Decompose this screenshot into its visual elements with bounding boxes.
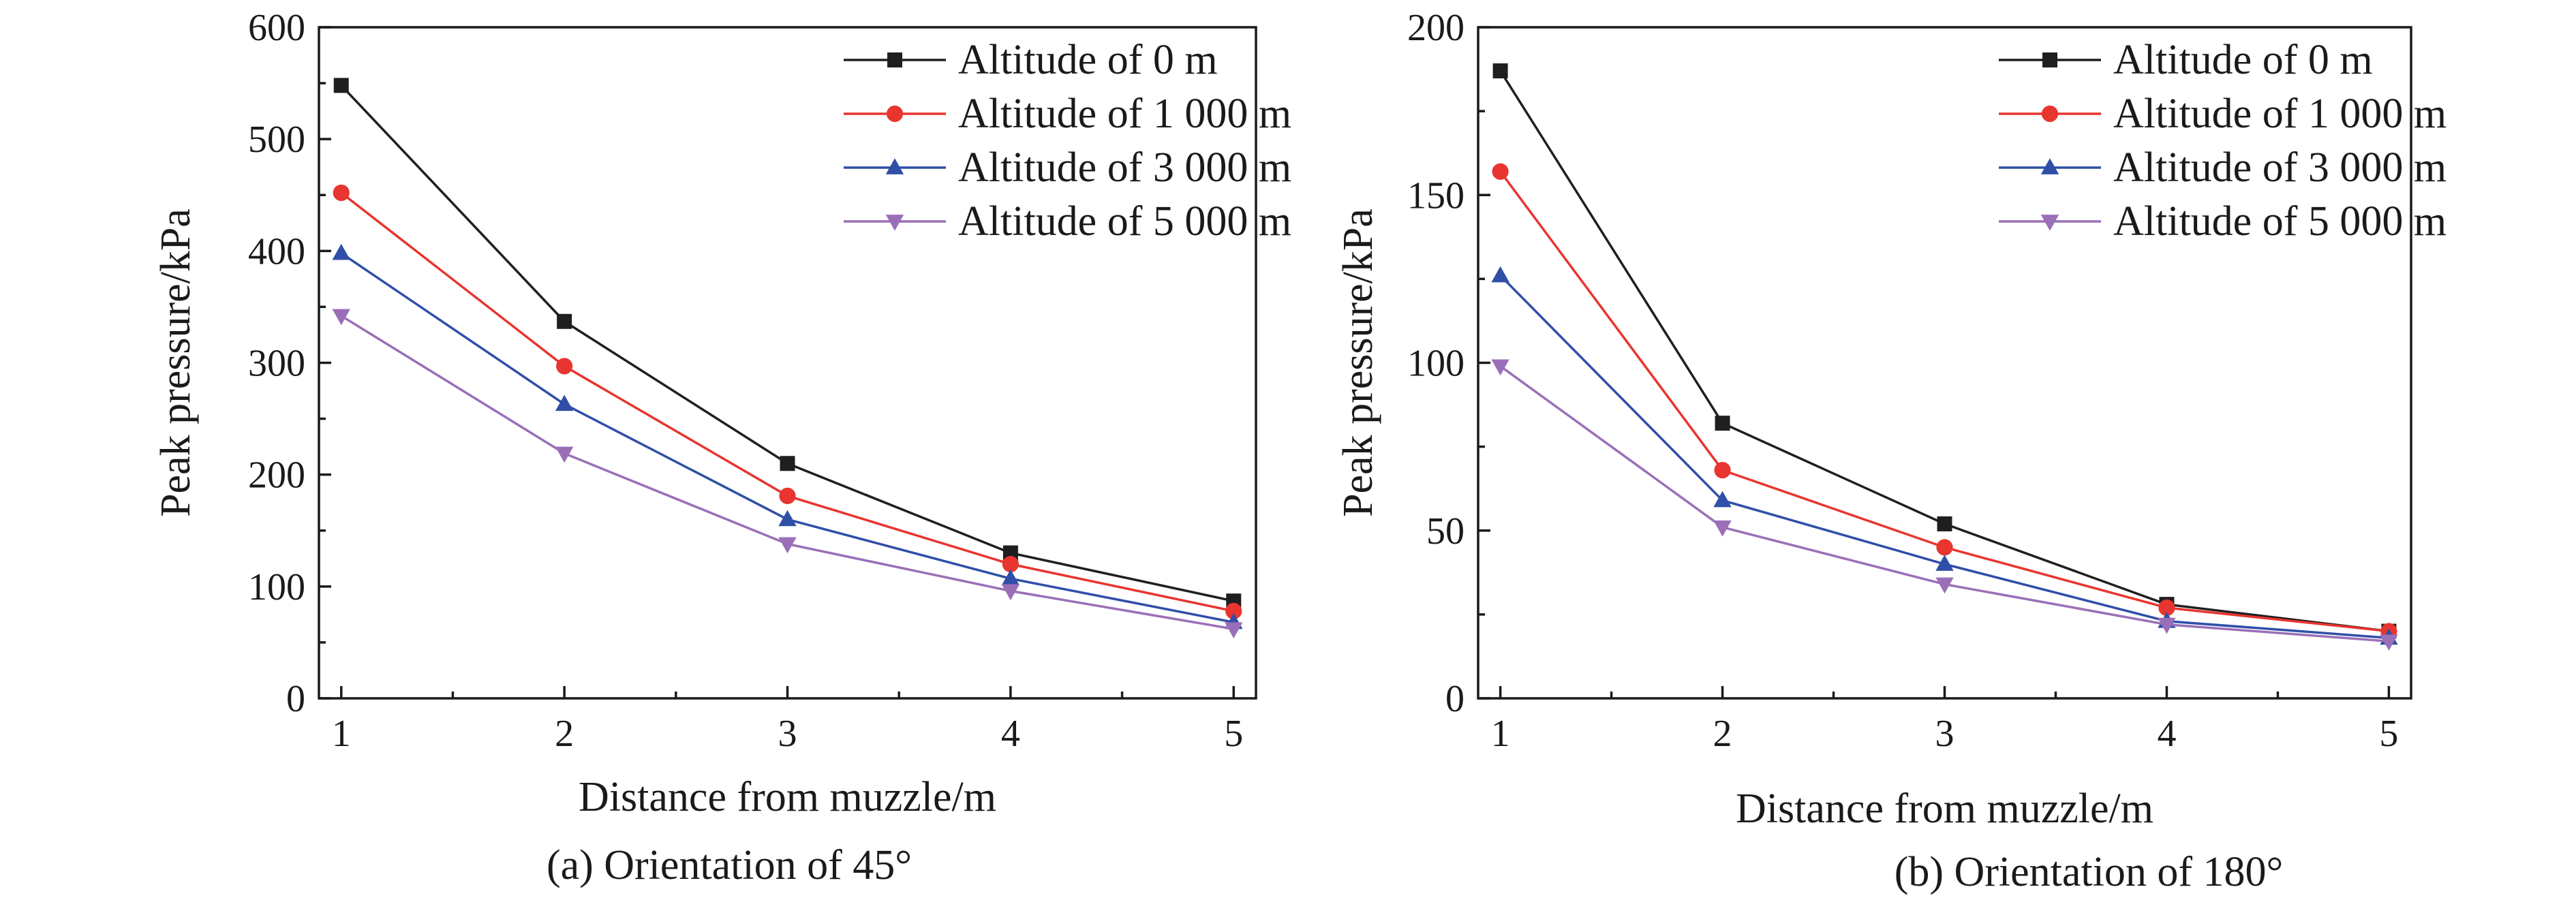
data-point-series-1: [1492, 63, 1508, 79]
y-tick-label: 150: [1407, 174, 1465, 217]
x-tick-label: 2: [1713, 713, 1732, 755]
legend-marker-2: [2041, 105, 2059, 123]
chart-caption: (a) Orientation of 45°: [547, 842, 912, 888]
data-point-series-4: [1001, 584, 1020, 601]
data-point-series-3: [555, 394, 574, 412]
x-tick-label: 3: [778, 713, 797, 755]
y-tick-label: 200: [1407, 7, 1465, 49]
data-point-series-2: [1492, 163, 1509, 180]
legend-marker-3: [2040, 158, 2059, 174]
legend-label-2: Altitude of 1 000 m: [958, 91, 1291, 137]
legend-marker-1: [887, 52, 902, 67]
data-point-series-4: [2158, 617, 2176, 634]
x-tick-label: 1: [332, 713, 351, 755]
legend-marker-4: [2040, 215, 2059, 231]
x-tick-label: 3: [1935, 713, 1954, 755]
legend-marker-4: [885, 215, 904, 231]
x-tick-label: 5: [2379, 713, 2398, 755]
legend-label-4: Altitude of 5 000 m: [958, 198, 1291, 245]
y-axis-label: Peak pressure/kPa: [1335, 208, 1381, 517]
data-point-series-3: [778, 510, 797, 527]
data-point-series-2: [2158, 599, 2175, 617]
chart-1: 0 100 200 300 400 500 600 1 2 3 4 5 Distance from mu…: [153, 7, 1291, 888]
legend-label-4: Altitude of 5 000 m: [2113, 198, 2447, 245]
data-point-series-2: [1714, 462, 1731, 479]
data-point-series-3: [1491, 266, 1509, 283]
x-tick-label: 1: [1491, 713, 1510, 755]
data-point-series-1: [333, 78, 349, 93]
chart-2: 0 50 100 150 200 1 2 3 4 5 Distance from muzzle/m P…: [1335, 7, 2447, 895]
data-point-series-3: [1713, 491, 1732, 508]
y-tick-label: 200: [248, 454, 305, 497]
data-point-series-4: [2380, 634, 2398, 651]
data-point-series-4: [1225, 622, 1243, 638]
data-point-series-4: [778, 537, 797, 554]
y-axis-label: Peak pressure/kPa: [153, 208, 199, 517]
y-tick-label: 400: [248, 230, 305, 273]
x-tick-label: 4: [2157, 713, 2176, 755]
y-tick-label: 50: [1426, 510, 1465, 553]
y-tick-label: 0: [286, 678, 305, 720]
legend-label-3: Altitude of 3 000 m: [2113, 144, 2447, 191]
x-tick-label: 5: [1224, 713, 1243, 755]
data-point-series-4: [555, 446, 574, 463]
y-tick-label: 0: [1445, 678, 1465, 720]
data-point-series-1: [557, 313, 572, 329]
data-point-series-1: [1937, 516, 1952, 531]
data-point-series-4: [332, 309, 350, 326]
legend-marker-2: [886, 105, 904, 123]
legend-label-1: Altitude of 0 m: [2113, 37, 2373, 83]
data-point-series-2: [333, 184, 350, 202]
x-tick-label: 4: [1001, 713, 1020, 755]
chart-caption: (b) Orientation of 180°: [1895, 849, 2284, 895]
y-tick-label: 600: [248, 7, 305, 49]
legend-marker-1: [2042, 52, 2057, 67]
data-point-series-1: [1715, 416, 1730, 431]
data-point-series-4: [1935, 577, 1954, 594]
series-line-3: [340, 252, 1234, 624]
x-tick-label: 2: [555, 713, 574, 755]
data-point-series-3: [332, 243, 350, 260]
y-tick-label: 100: [248, 566, 305, 608]
x-axis-label: Distance from muzzle/m: [579, 774, 996, 820]
data-point-series-3: [1001, 569, 1020, 586]
legend-marker-3: [885, 158, 904, 174]
data-point-series-4: [1713, 520, 1732, 537]
legend-label-1: Altitude of 0 m: [958, 37, 1218, 83]
series-line-4: [1499, 365, 2389, 643]
data-point-series-4: [1491, 359, 1509, 376]
y-tick-label: 100: [1407, 343, 1465, 385]
x-axis-label: Distance from muzzle/m: [1736, 786, 2153, 832]
data-point-series-2: [556, 358, 573, 375]
data-point-series-1: [1002, 545, 1018, 561]
data-point-series-1: [780, 456, 795, 471]
y-tick-label: 300: [248, 343, 305, 385]
data-point-series-3: [1935, 555, 1954, 571]
data-point-series-2: [1002, 555, 1019, 573]
data-point-series-2: [779, 487, 796, 504]
y-tick-label: 500: [248, 119, 305, 161]
legend-label-3: Altitude of 3 000 m: [958, 144, 1291, 191]
data-point-series-2: [1936, 539, 1953, 556]
legend-label-2: Altitude of 1 000 m: [2113, 91, 2447, 137]
data-point-series-2: [1225, 602, 1242, 620]
